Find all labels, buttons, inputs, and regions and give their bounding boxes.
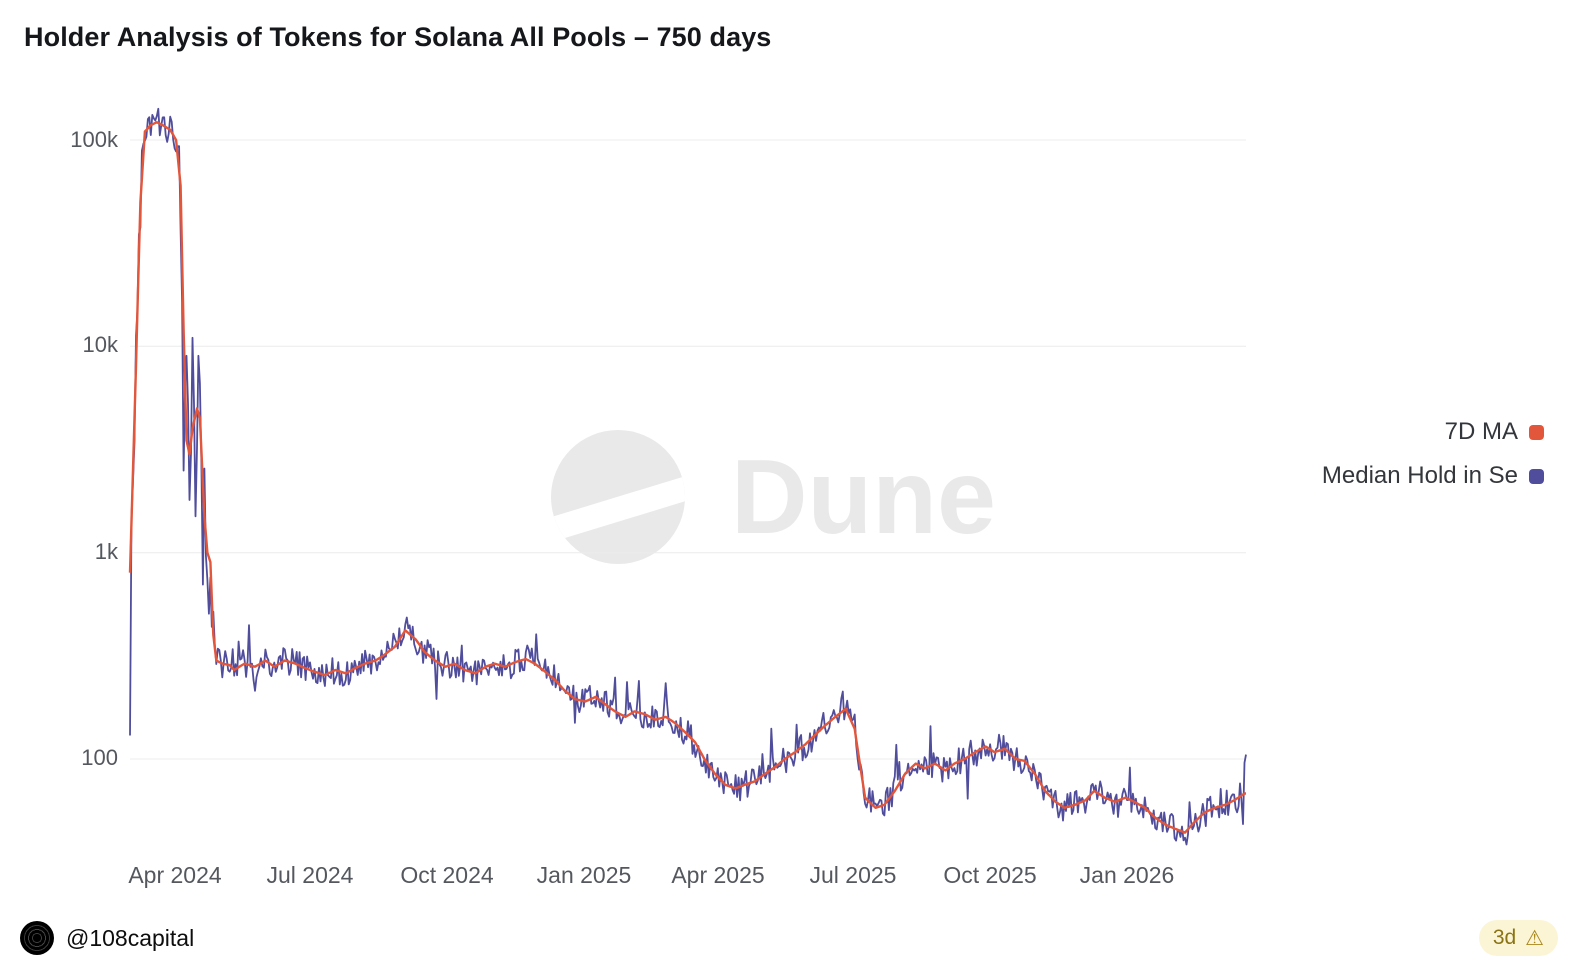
x-tick-label: Oct 2024 (400, 862, 494, 888)
y-tick-label: 100k (70, 127, 118, 152)
legend-item-7d-ma[interactable]: 7D MA (1445, 418, 1544, 446)
legend: 7D MA Median Hold in Se (1322, 418, 1544, 490)
staleness-badge[interactable]: 3d ⚠ (1478, 920, 1558, 956)
legend-item-median-hold[interactable]: Median Hold in Se (1322, 462, 1544, 490)
legend-swatch-7d-ma (1529, 424, 1544, 440)
x-tick-label: Jan 2026 (1079, 862, 1175, 888)
footer-author[interactable]: @108capital (20, 921, 194, 955)
x-tick-label: Jul 2024 (266, 862, 354, 888)
legend-label-median-hold: Median Hold in Se (1321, 462, 1518, 489)
y-tick-label: 100 (81, 745, 118, 770)
staleness-age: 3d (1492, 926, 1517, 949)
chart-title: Holder Analysis of Tokens for Solana All… (24, 22, 772, 52)
y-tick-label: 1k (94, 539, 118, 564)
x-tick-label: Apr 2025 (671, 862, 765, 888)
warning-icon: ⚠ (1525, 926, 1544, 950)
footer: @108capital 3d ⚠ (0, 920, 1584, 956)
legend-swatch-median-hold (1529, 468, 1544, 484)
x-tick-label: Jan 2025 (536, 862, 632, 888)
author-avatar-icon (20, 921, 54, 955)
author-handle: @108capital (66, 924, 195, 951)
x-tick-label: Jul 2025 (809, 862, 897, 888)
y-tick-label: 10k (82, 332, 118, 357)
legend-label-7d-ma: 7D MA (1444, 418, 1518, 445)
x-tick-label: Apr 2024 (128, 862, 222, 888)
x-tick-label: Oct 2025 (943, 862, 1037, 888)
